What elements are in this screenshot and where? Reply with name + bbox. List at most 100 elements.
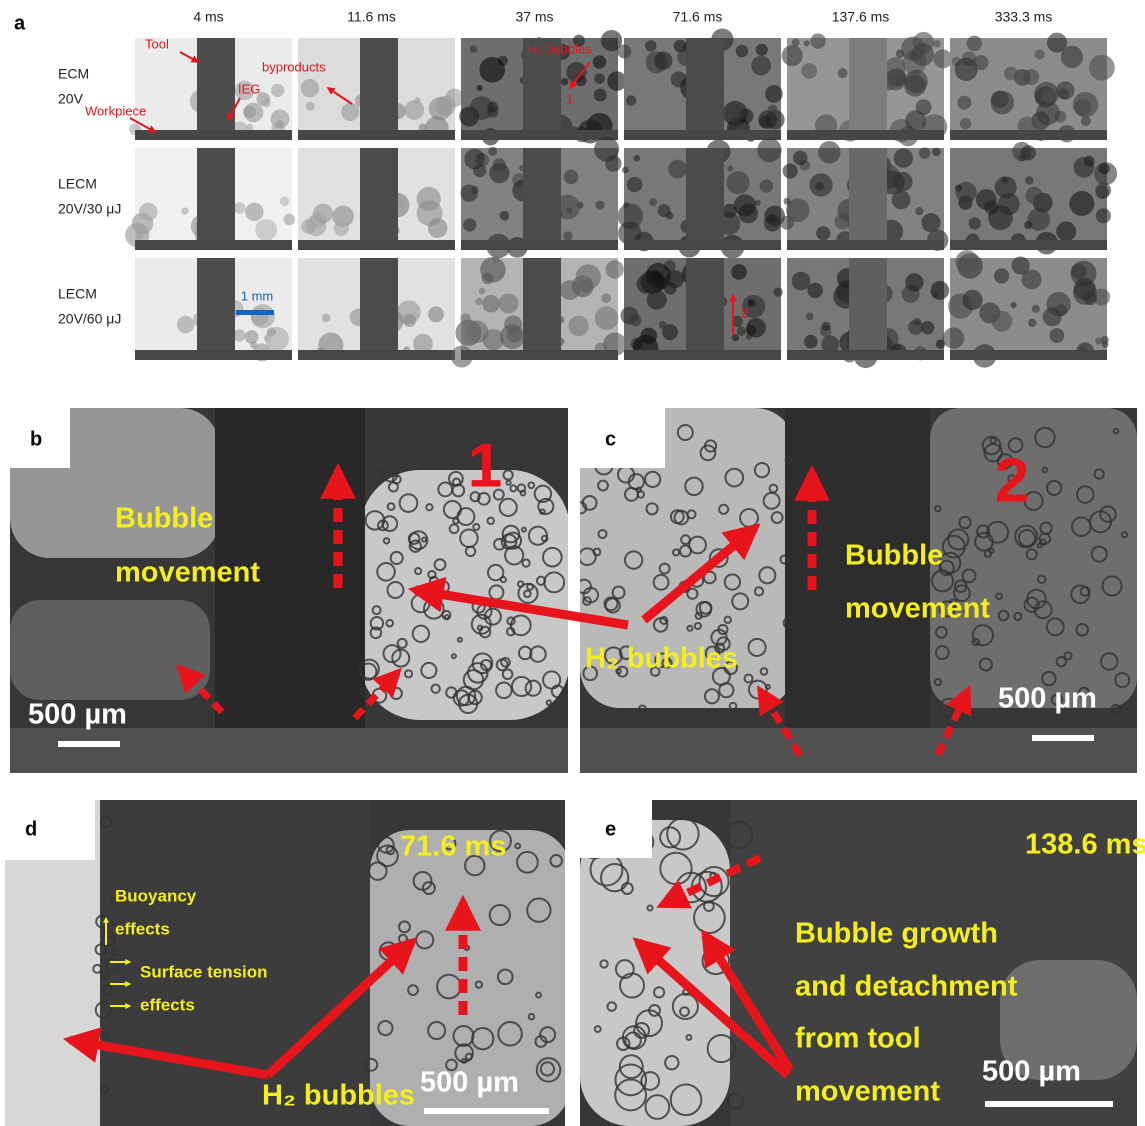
texture <box>915 207 923 215</box>
texture <box>463 218 476 231</box>
texture <box>500 211 510 221</box>
texture <box>984 200 998 214</box>
texture <box>734 194 756 216</box>
tool <box>686 148 724 240</box>
texture <box>838 68 848 78</box>
texture <box>921 213 940 232</box>
texture <box>606 260 624 278</box>
workpiece <box>787 130 944 140</box>
texture <box>301 79 319 97</box>
texture <box>498 293 518 313</box>
texture <box>181 207 188 214</box>
texture <box>460 313 471 324</box>
texture <box>804 40 810 46</box>
workpiece <box>624 350 781 360</box>
annotation: Workpiece <box>85 103 146 118</box>
time-label: 37 ms <box>515 9 553 25</box>
scale-bar <box>236 310 274 315</box>
texture <box>727 165 733 171</box>
texture <box>1011 302 1017 308</box>
texture <box>994 268 1009 283</box>
texture <box>933 40 941 48</box>
texture <box>1096 185 1110 199</box>
texture <box>1025 176 1033 184</box>
panel-label: c <box>605 428 616 450</box>
texture <box>807 283 822 298</box>
panel-label: b <box>30 428 42 450</box>
time-label: 71.6 ms <box>400 831 506 863</box>
texture <box>645 40 656 51</box>
texture <box>774 288 783 297</box>
tool <box>360 38 398 130</box>
texture <box>306 102 315 111</box>
row-label: 20V/60 μJ <box>58 311 121 327</box>
workpiece <box>298 130 455 140</box>
texture <box>397 198 406 207</box>
texture <box>626 95 636 105</box>
texture <box>960 118 971 129</box>
texture <box>627 177 642 192</box>
texture <box>564 170 579 185</box>
texture <box>731 264 747 280</box>
texture <box>736 45 749 58</box>
figure: a Tool byproducts IEG Workpiece H₂ bubbl… <box>0 0 1145 1126</box>
texture <box>751 56 771 76</box>
texture <box>932 148 941 157</box>
scale-bar <box>58 741 120 747</box>
workpiece <box>135 130 292 140</box>
texture <box>504 315 522 333</box>
scale-bar <box>985 1101 1113 1107</box>
panel-label: a <box>14 12 26 34</box>
texture <box>334 221 349 236</box>
workpiece <box>624 130 781 140</box>
caption: effects <box>140 995 195 1014</box>
row-label: 20V <box>58 91 84 107</box>
workpiece <box>787 350 944 360</box>
texture <box>1069 191 1094 216</box>
texture <box>919 148 930 159</box>
row-label: LECM <box>58 176 97 192</box>
time-label: 137.6 ms <box>832 9 890 25</box>
texture <box>969 295 983 309</box>
texture <box>723 204 737 218</box>
texture <box>806 313 814 321</box>
texture <box>780 216 794 230</box>
texture <box>768 105 778 115</box>
texture <box>1099 163 1110 174</box>
tool <box>849 148 887 240</box>
texture <box>284 214 296 226</box>
panel-label: e <box>605 818 616 840</box>
texture <box>262 98 271 107</box>
texture <box>594 73 605 84</box>
workpiece <box>624 240 781 250</box>
scale-bar <box>424 1108 549 1114</box>
row-label: ECM <box>58 66 89 82</box>
texture <box>1043 307 1062 326</box>
time-label: 333.3 ms <box>995 9 1053 25</box>
annotation: 2 <box>741 305 748 320</box>
texture <box>605 155 621 171</box>
region <box>580 820 730 1126</box>
workpiece <box>461 130 618 140</box>
texture <box>957 96 971 110</box>
texture <box>658 204 671 217</box>
row-label: 20V/30 μJ <box>58 201 121 217</box>
texture <box>816 226 830 240</box>
workpiece <box>298 350 455 360</box>
annotation: byproducts <box>262 59 326 74</box>
texture <box>757 138 781 162</box>
texture <box>245 330 259 344</box>
texture <box>301 219 316 234</box>
texture <box>139 203 157 221</box>
region <box>10 728 568 773</box>
caption: movement <box>845 593 990 625</box>
texture <box>649 198 657 206</box>
texture <box>896 50 905 59</box>
texture <box>1004 66 1018 80</box>
texture <box>967 36 983 52</box>
texture <box>1025 187 1042 204</box>
texture <box>576 264 601 289</box>
texture <box>1081 116 1091 126</box>
texture <box>651 278 664 291</box>
tool <box>849 38 887 130</box>
